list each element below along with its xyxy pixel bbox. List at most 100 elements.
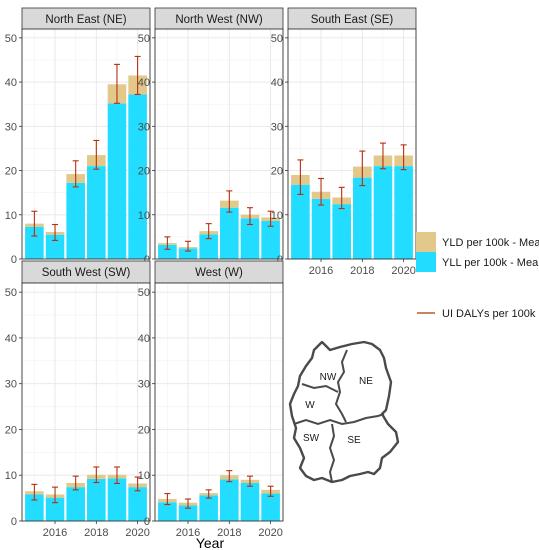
y-tick-label: 30 — [138, 121, 150, 133]
panel-border — [21, 282, 151, 522]
panel-title: South West (SW) — [42, 267, 131, 279]
panel-background — [22, 283, 150, 521]
bar-yll — [332, 204, 351, 259]
bar-yll — [240, 218, 260, 259]
legend: YLD per 100k - Mean YLL per 100k - Mean … — [416, 232, 539, 320]
x-axis-title: Year — [196, 535, 225, 550]
bar-yll — [311, 198, 331, 259]
bar-yll — [220, 207, 239, 259]
panel-title: South East (SE) — [311, 14, 394, 26]
y-tick-label: 50 — [271, 33, 283, 45]
y-tick-label: 30 — [5, 121, 17, 133]
bar-yll — [178, 505, 198, 521]
bar-yll — [107, 103, 127, 259]
y-tick-label: 20 — [5, 166, 17, 178]
y-tick-label: 40 — [5, 333, 17, 345]
border-north-south — [293, 413, 385, 426]
legend-swatch-yld — [416, 232, 436, 252]
bar-yll — [373, 166, 393, 259]
y-tick-label: 10 — [5, 210, 17, 222]
y-tick-label: 30 — [5, 379, 17, 391]
y-tick-label: 50 — [5, 287, 17, 299]
legend-label-yld: YLD per 100k - Mean — [442, 237, 539, 249]
bar-yll — [45, 497, 65, 521]
x-tick-label: 2020 — [125, 527, 149, 539]
y-tick-label: 0 — [144, 254, 150, 266]
y-tick-label: 20 — [271, 166, 283, 178]
panel-1: North East (NE) 0 10 20 30 40 50 — [5, 7, 151, 266]
x-tick-label: 2018 — [84, 527, 108, 539]
bar-yll — [220, 479, 239, 521]
y-tick-label: 10 — [5, 470, 17, 482]
y-tick-label: 50 — [138, 33, 150, 45]
y-tick-label: 30 — [271, 121, 283, 133]
x-tick-label: 2016 — [176, 527, 200, 539]
bar-yll — [158, 502, 177, 521]
legend-swatch-yll — [416, 252, 436, 272]
map-label-w: W — [305, 400, 315, 411]
y-tick-label: 30 — [138, 379, 150, 391]
map-label-se: SE — [347, 435, 361, 446]
x-tick-label: 2020 — [258, 527, 282, 539]
legend-label-yll: YLL per 100k - Mean — [442, 257, 539, 269]
bar-yll — [261, 220, 280, 259]
border-nw-w — [301, 383, 339, 393]
panel-4: South West (SW) 0 10 20 30 40 50 2016 2018 2020 — [5, 260, 151, 539]
y-tick-label: 40 — [138, 77, 150, 89]
bar-yll — [199, 234, 218, 259]
y-tick-label: 50 — [5, 33, 17, 45]
bar-yll — [353, 177, 372, 259]
bar-yll — [25, 494, 44, 521]
bar-yll — [128, 487, 147, 521]
panel-background — [155, 283, 283, 521]
x-tick-label: 2016 — [309, 265, 333, 277]
panel-3: South East (SE) 0 10 20 30 40 50 2016 2018 2020 — [271, 7, 417, 277]
y-tick-label: 10 — [271, 210, 283, 222]
y-tick-label: 40 — [138, 333, 150, 345]
panel-title: North East (NE) — [45, 14, 126, 26]
map-label-nw: NW — [320, 372, 337, 383]
bar-yll — [66, 487, 85, 521]
bar-yll — [107, 478, 127, 521]
y-tick-label: 40 — [5, 77, 17, 89]
x-tick-label: 2016 — [43, 527, 67, 539]
bar-yll — [394, 166, 413, 259]
bar-yll — [261, 493, 280, 521]
panel-border — [287, 28, 417, 260]
x-tick-label: 2020 — [391, 265, 415, 277]
germany-outline — [288, 340, 400, 484]
panel-border — [154, 282, 284, 522]
y-tick-label: 20 — [138, 166, 150, 178]
bar-yll — [45, 234, 65, 259]
y-tick-label: 50 — [138, 287, 150, 299]
bar-yll — [199, 495, 218, 521]
y-tick-label: 0 — [277, 254, 283, 266]
y-tick-label: 0 — [11, 516, 17, 528]
bar-yll — [178, 248, 198, 259]
bar-yll — [128, 94, 147, 259]
bar-yll — [87, 478, 106, 521]
map-label-sw: SW — [303, 433, 320, 444]
panel-border — [21, 28, 151, 260]
bar-yll — [87, 166, 106, 259]
y-tick-label: 10 — [138, 210, 150, 222]
x-tick-label: 2018 — [217, 527, 241, 539]
y-tick-label: 20 — [138, 424, 150, 436]
bar-yll — [66, 182, 85, 259]
germany-region-map: NW NE W SW SE — [288, 340, 400, 484]
panel-title: North West (NW) — [175, 14, 262, 26]
y-tick-label: 20 — [5, 424, 17, 436]
y-tick-label: 40 — [271, 77, 283, 89]
y-tick-label: 0 — [11, 254, 17, 266]
border-nw-ne — [334, 349, 348, 423]
bar-yll — [291, 184, 310, 259]
x-tick-label: 2018 — [350, 265, 374, 277]
panel-2: North West (NW) 0 10 20 30 40 50 — [138, 7, 284, 266]
bar-yll — [25, 226, 44, 259]
bar-yll — [158, 244, 177, 259]
legend-label-ui: UI DALYs per 100k — [442, 308, 536, 320]
y-tick-label: 0 — [144, 516, 150, 528]
panel-5: West (W) 0 10 20 30 40 50 2016 2018 2020 — [138, 260, 284, 539]
